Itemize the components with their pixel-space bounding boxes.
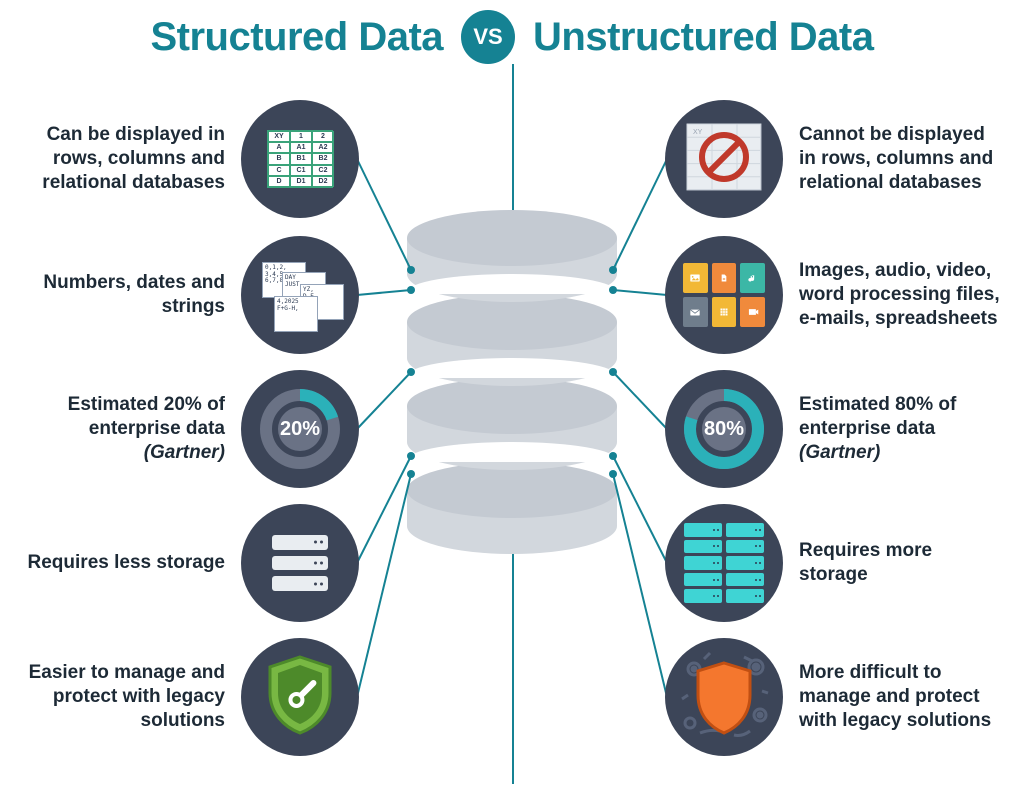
item-bubble [241,504,359,622]
left-item-pct: Estimated 20% of enterprise data (Gartne… [20,370,359,488]
item-text: Easier to manage and protect with legacy… [20,661,225,732]
item-source: (Gartner) [799,442,880,463]
header: Structured Data VS Unstructured Data [0,10,1024,64]
item-bubble: XY [665,100,783,218]
left-item-manage: Easier to manage and protect with legacy… [20,638,359,756]
item-text: More difficult to manage and protect wit… [799,661,1004,732]
item-bubble [241,638,359,756]
item-text: Requires more storage [799,539,1004,587]
item-text: Can be displayed in rows, columns and re… [20,123,225,194]
left-item-rows: Can be displayed in rows, columns and re… [20,100,359,218]
vs-label: VS [473,24,502,50]
svg-text:XY: XY [693,129,703,136]
file-types-icon [683,263,765,327]
server-small-icon [272,535,328,591]
item-text: Estimated 80% of enterprise data (Gartne… [799,393,1004,464]
item-text: Numbers, dates and strings [20,271,225,319]
table-grid-icon: XY12AA1A2BB1B2CC1C2DD1D2 [267,130,333,188]
percent-ring-icon: 80% [682,387,766,471]
item-text: Cannot be displayed in rows, columns and… [799,123,1004,194]
vs-badge: VS [461,10,515,64]
right-item-types: Images, audio, video, word processing fi… [665,236,1004,354]
item-bubble: XY12AA1A2BB1B2CC1C2DD1D2 [241,100,359,218]
item-bubble: 20% [241,370,359,488]
item-text: Requires less storage [20,551,225,575]
no-table-icon: XY [685,122,763,197]
item-bubble [665,638,783,756]
data-notes-icon: 0,1,2, 3,4,5, 6,7,8,DAY JUSTYZ, D,E4,202… [260,260,340,330]
left-item-types: Numbers, dates and strings 0,1,2, 3,4,5, … [20,236,359,354]
title-unstructured: Unstructured Data [533,15,873,60]
item-bubble [665,236,783,354]
left-item-storage: Requires less storage [20,504,359,622]
right-item-pct: Estimated 80% of enterprise data (Gartne… [665,370,1004,488]
item-text: Estimated 20% of enterprise data (Gartne… [20,393,225,464]
percent-ring-icon: 20% [258,387,342,471]
item-bubble: 80% [665,370,783,488]
shield-wrench-icon [262,653,338,742]
item-bubble [665,504,783,622]
title-structured: Structured Data [150,15,443,60]
right-item-manage: More difficult to manage and protect wit… [665,638,1004,756]
right-item-storage: Requires more storage [665,504,1004,622]
server-big-icon [684,523,764,603]
item-bubble: 0,1,2, 3,4,5, 6,7,8,DAY JUSTYZ, D,E4,202… [241,236,359,354]
item-text: Images, audio, video, word processing fi… [799,259,1004,330]
shield-complex-icon [674,645,774,750]
right-item-rows: Cannot be displayed in rows, columns and… [665,100,1004,218]
item-source: (Gartner) [144,442,225,463]
